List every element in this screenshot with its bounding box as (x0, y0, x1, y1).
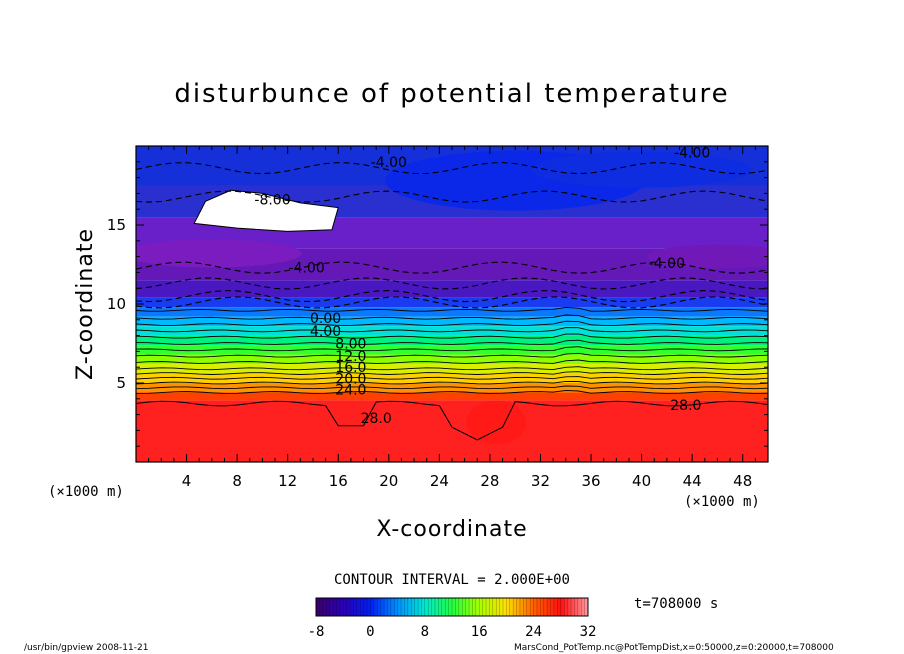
contour-line (136, 314, 768, 320)
field-band (136, 354, 768, 365)
contour-line (136, 306, 768, 312)
contour-label: -8.00 (254, 193, 290, 209)
x-tick-label: 20 (379, 472, 398, 490)
contour-line-dashed (136, 190, 768, 203)
x-tick-label: 4 (182, 472, 192, 490)
x-tick-label: 16 (329, 472, 348, 490)
y-axis-unit: (×1000 m) (48, 484, 124, 500)
footer-left: /usr/bin/gpview 2008-11-21 (24, 643, 148, 653)
x-tick-label: 36 (581, 472, 600, 490)
contour-line (136, 333, 768, 339)
x-tick-label: 40 (632, 472, 651, 490)
field-band (136, 400, 768, 462)
contour-label: 16.0 (335, 360, 366, 376)
contour-interval: CONTOUR INTERVAL = 2.000E+00 (334, 572, 570, 588)
x-tick-label: 24 (430, 472, 449, 490)
chart-title: disturbunce of potential temperature (174, 79, 729, 109)
field-band (136, 297, 768, 308)
contour-line (136, 327, 768, 333)
plot-area (136, 146, 768, 462)
y-axis-label: Z-coordinate (73, 228, 98, 380)
contour-label: 24.0 (335, 382, 366, 398)
contour-line (136, 339, 768, 345)
x-tick-label: 48 (733, 472, 752, 490)
colorbar-tick-label: -8 (308, 624, 325, 640)
y-tick-label: 15 (107, 216, 126, 234)
contour-line-dashed (136, 296, 768, 309)
x-tick-label: 28 (480, 472, 499, 490)
contour-label: 4.00 (310, 324, 341, 340)
footer-right: MarsCond_PotTemp.nc@PotTempDist,x=0:5000… (514, 643, 834, 653)
contour-lines (136, 162, 768, 441)
contour-line (136, 320, 768, 326)
contour-line (136, 352, 768, 358)
x-axis-unit: (×1000 m) (684, 494, 760, 510)
x-axis-label: X-coordinate (376, 517, 527, 542)
colorbar-ticks: -8 0 8 16 24 32 (308, 624, 597, 640)
contour-labels: -4.00-4.00-8.00-4.00 -4.000.004.008.0012.… (254, 145, 710, 426)
contour-label: 8.00 (335, 337, 366, 353)
contour-line-dashed (136, 290, 768, 303)
field-band (136, 392, 768, 401)
y-axis-ticks: 5 10 15 (107, 145, 768, 463)
contour-line (136, 359, 768, 364)
contour-line (136, 366, 768, 371)
field-band (136, 326, 768, 336)
colorbar-tick-label: 0 (366, 624, 374, 640)
contour-label: 12.0 (335, 349, 366, 365)
x-tick-label: 32 (531, 472, 550, 490)
contour-line-28 (136, 400, 768, 441)
field-band (136, 345, 768, 355)
contour-line (136, 346, 768, 352)
field-band (136, 280, 768, 298)
field-patch (136, 239, 302, 268)
colorbar-tick-label: 24 (525, 624, 542, 640)
contour-label: 0.00 (310, 311, 341, 327)
field-band (136, 316, 768, 327)
y-tick-label: 5 (116, 374, 126, 392)
contour-line (136, 390, 768, 394)
contour-label: 28.0 (670, 398, 701, 414)
contour-label: 28.0 (361, 411, 392, 427)
contour-line (136, 371, 768, 375)
field-band (136, 335, 768, 346)
colorbar-tick-label: 32 (580, 624, 597, 640)
x-tick-label: 44 (683, 472, 702, 490)
x-tick-label: 8 (232, 472, 242, 490)
field-patch (647, 244, 768, 269)
field-band (136, 373, 768, 383)
field-band (136, 383, 768, 393)
x-tick-label: 12 (278, 472, 297, 490)
contour-line-dashed (136, 277, 768, 290)
contour-line (136, 376, 768, 380)
contour-label: -4.00 (371, 155, 407, 171)
field-patch (531, 151, 752, 188)
contour-line (136, 380, 768, 385)
contour-line (136, 385, 768, 390)
y-tick-label: 10 (107, 295, 126, 313)
colorbar-frame (315, 597, 589, 617)
x-axis-ticks: 4 8 12 16 20 24 28 32 36 40 44 48 (135, 146, 769, 490)
contour-label: -4.00 (649, 256, 685, 272)
colorbar-bands (315, 598, 589, 616)
time-label: t=708000 s (634, 596, 718, 612)
below-range-region (193, 189, 339, 232)
colorbar-tick-label: 8 (421, 624, 429, 640)
contour-label: -4.00 (289, 261, 325, 277)
contour-line-dashed (136, 162, 768, 175)
contour-label: 20.0 (335, 371, 366, 387)
field-patch (466, 400, 527, 445)
contour-line-dashed (136, 261, 768, 274)
field-band (136, 307, 768, 317)
colorbar-tick-label: 16 (471, 624, 488, 640)
